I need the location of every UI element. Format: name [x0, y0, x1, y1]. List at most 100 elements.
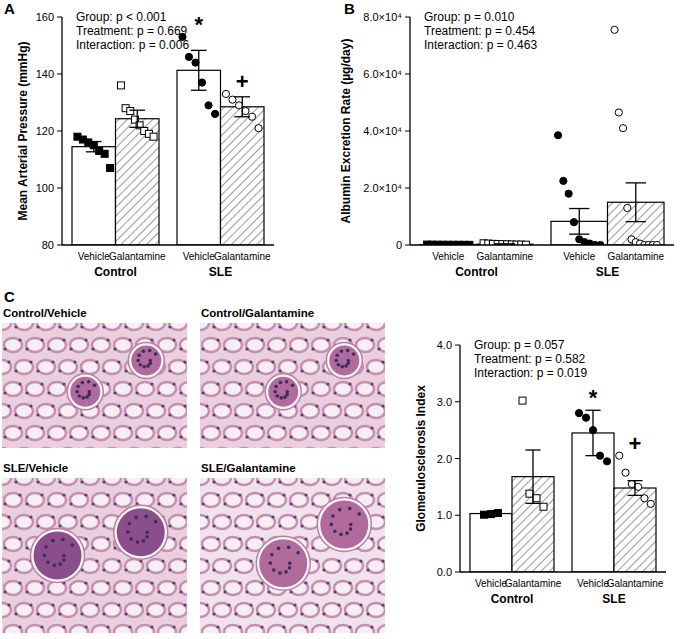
nucleus [274, 385, 278, 389]
nucleus [95, 559, 98, 562]
tubule [378, 625, 385, 633]
nucleus [311, 590, 314, 593]
tubule [323, 603, 341, 617]
nucleus [212, 524, 215, 527]
nucleus [106, 338, 109, 341]
nucleus [355, 590, 358, 593]
nucleus [135, 590, 138, 593]
nucleus [223, 391, 226, 394]
nucleus [81, 381, 85, 385]
nucleus [267, 590, 270, 593]
tubule [103, 603, 121, 617]
nucleus [216, 625, 219, 628]
nucleus [69, 590, 72, 593]
nucleus [58, 325, 61, 328]
data-point [603, 458, 610, 465]
tubule [323, 323, 341, 330]
nucleus [36, 413, 39, 416]
nucleus [270, 553, 274, 557]
nucleus [128, 522, 132, 526]
nucleus [179, 347, 182, 350]
error-cap [191, 90, 207, 91]
tubule [59, 603, 77, 617]
tubule [213, 515, 231, 529]
data-point [235, 102, 242, 109]
tubule [224, 493, 242, 507]
nucleus [381, 603, 384, 606]
tubule [15, 603, 33, 617]
error-cap [234, 96, 250, 97]
nucleus [144, 514, 148, 518]
nucleus [234, 413, 237, 416]
nucleus [223, 347, 226, 350]
tubule [200, 559, 209, 573]
y-tick [405, 74, 410, 75]
nucleus [216, 537, 219, 540]
tubule [48, 493, 66, 507]
tubule [81, 323, 99, 330]
tubule [367, 360, 385, 374]
nucleus [245, 435, 248, 438]
nucleus [288, 566, 292, 570]
error-cap [86, 151, 102, 152]
nucleus [223, 502, 226, 505]
nucleus [25, 590, 28, 593]
tubule [301, 360, 319, 374]
nucleus [113, 590, 116, 593]
x-tick-label: Galantamine [109, 251, 166, 262]
nucleus [157, 391, 160, 394]
tubule [235, 323, 253, 330]
tissue-bg [2, 323, 187, 448]
tubule [70, 338, 88, 352]
x-axis [460, 571, 666, 572]
tubule [378, 338, 385, 352]
nucleus [91, 546, 94, 549]
nucleus [157, 435, 160, 438]
nucleus [18, 493, 21, 496]
nucleus [146, 325, 149, 328]
nucleus [40, 625, 43, 628]
nucleus [18, 382, 21, 385]
error-bar [242, 97, 243, 117]
nucleus [183, 603, 186, 606]
nucleus [62, 558, 66, 562]
nucleus [256, 612, 259, 615]
nucleus [249, 559, 252, 562]
nucleus [36, 325, 39, 328]
y-axis [459, 345, 460, 572]
nucleus [106, 581, 109, 584]
micrograph-image [2, 323, 187, 448]
nucleus [43, 554, 47, 558]
nucleus [315, 559, 318, 562]
nucleus [73, 360, 76, 363]
tubule [2, 478, 11, 485]
nucleus [366, 612, 369, 615]
nucleus [3, 590, 6, 593]
data-point [624, 204, 631, 211]
nucleus [139, 363, 143, 367]
nucleus [279, 381, 283, 385]
bowman-space [128, 343, 164, 379]
tubule [15, 478, 33, 485]
nucleus [234, 325, 237, 328]
nucleus [245, 347, 248, 350]
error-bar [579, 209, 580, 235]
nucleus [40, 382, 43, 385]
nucleus [71, 543, 75, 547]
tubule [81, 603, 99, 617]
glomerulus [329, 346, 359, 376]
nucleus [272, 568, 276, 572]
tubule [378, 382, 385, 396]
nucleus [84, 537, 87, 540]
error-cap [569, 234, 589, 235]
tubule [268, 426, 286, 440]
tubule [200, 603, 209, 617]
nucleus [260, 338, 263, 341]
error-cap [191, 50, 207, 51]
tubule [246, 382, 264, 396]
micrograph-title: Control/Vehicle [3, 307, 87, 319]
nucleus [344, 568, 347, 571]
nucleus [3, 502, 6, 505]
nucleus [227, 559, 230, 562]
annotation: Group: p = 0.010 [424, 10, 515, 24]
